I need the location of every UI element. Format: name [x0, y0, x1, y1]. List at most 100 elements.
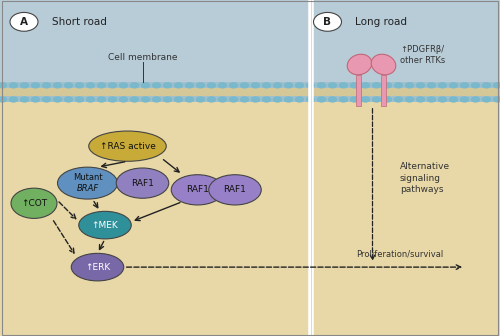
Circle shape	[262, 82, 271, 89]
Circle shape	[0, 96, 7, 103]
Circle shape	[272, 82, 282, 89]
Circle shape	[448, 82, 458, 89]
Text: BRAF: BRAF	[76, 184, 98, 193]
Circle shape	[119, 82, 128, 89]
Text: Alternative
signaling
pathways: Alternative signaling pathways	[400, 162, 450, 195]
Circle shape	[482, 96, 491, 103]
Circle shape	[31, 82, 40, 89]
Circle shape	[382, 82, 392, 89]
Circle shape	[108, 96, 117, 103]
Circle shape	[251, 82, 260, 89]
Text: ↑COT: ↑COT	[21, 199, 47, 208]
Ellipse shape	[11, 188, 57, 218]
Text: Long road: Long road	[355, 17, 407, 27]
Circle shape	[97, 82, 106, 89]
Circle shape	[460, 96, 469, 103]
Circle shape	[416, 96, 425, 103]
Ellipse shape	[371, 54, 396, 75]
Text: RAF1: RAF1	[131, 179, 154, 187]
Circle shape	[86, 82, 95, 89]
Circle shape	[52, 96, 62, 103]
Circle shape	[284, 82, 293, 89]
Circle shape	[328, 82, 337, 89]
Circle shape	[295, 96, 304, 103]
Bar	[0, 102, 500, 336]
Circle shape	[185, 82, 194, 89]
Text: ↑PDGFRβ/
other RTKs: ↑PDGFRβ/ other RTKs	[400, 45, 446, 66]
Circle shape	[108, 82, 117, 89]
Circle shape	[372, 96, 382, 103]
Circle shape	[438, 96, 448, 103]
Circle shape	[86, 96, 95, 103]
Circle shape	[262, 96, 271, 103]
Ellipse shape	[79, 211, 131, 239]
Circle shape	[251, 96, 260, 103]
Text: Cell membrane: Cell membrane	[108, 53, 177, 62]
Text: Short road: Short road	[52, 17, 106, 27]
Circle shape	[20, 96, 29, 103]
Circle shape	[10, 12, 38, 31]
Circle shape	[141, 82, 150, 89]
Circle shape	[350, 96, 359, 103]
Circle shape	[119, 96, 128, 103]
Circle shape	[75, 96, 84, 103]
Circle shape	[471, 96, 480, 103]
Circle shape	[152, 82, 161, 89]
Circle shape	[416, 82, 425, 89]
Text: ↑RAS active: ↑RAS active	[100, 142, 156, 151]
Ellipse shape	[72, 253, 124, 281]
Circle shape	[438, 82, 448, 89]
Circle shape	[218, 82, 227, 89]
Circle shape	[130, 82, 139, 89]
Bar	[381, 75, 386, 106]
Circle shape	[141, 96, 150, 103]
Circle shape	[196, 96, 205, 103]
Circle shape	[460, 82, 469, 89]
Circle shape	[42, 96, 51, 103]
Circle shape	[152, 96, 161, 103]
Ellipse shape	[171, 175, 224, 205]
Circle shape	[317, 82, 326, 89]
Circle shape	[272, 96, 282, 103]
Circle shape	[394, 82, 403, 89]
Circle shape	[471, 82, 480, 89]
Ellipse shape	[347, 54, 372, 75]
Circle shape	[162, 96, 172, 103]
Circle shape	[405, 96, 414, 103]
Circle shape	[405, 82, 414, 89]
Circle shape	[207, 96, 216, 103]
Circle shape	[97, 96, 106, 103]
Ellipse shape	[89, 131, 166, 161]
Circle shape	[394, 96, 403, 103]
Circle shape	[339, 82, 348, 89]
Circle shape	[207, 82, 216, 89]
Circle shape	[350, 82, 359, 89]
Text: B: B	[324, 17, 332, 27]
Circle shape	[284, 96, 293, 103]
Bar	[0, 88, 500, 96]
Text: ↑MEK: ↑MEK	[92, 221, 118, 229]
Circle shape	[361, 82, 370, 89]
Text: Proliferation/survival: Proliferation/survival	[356, 250, 444, 259]
Ellipse shape	[58, 167, 118, 199]
Text: RAF1: RAF1	[224, 185, 246, 194]
Circle shape	[75, 82, 84, 89]
Circle shape	[427, 82, 436, 89]
Circle shape	[427, 96, 436, 103]
Circle shape	[295, 82, 304, 89]
Circle shape	[185, 96, 194, 103]
Text: A: A	[20, 17, 28, 27]
Ellipse shape	[209, 175, 261, 205]
Circle shape	[240, 82, 249, 89]
Circle shape	[31, 96, 40, 103]
Circle shape	[372, 82, 382, 89]
Circle shape	[306, 82, 316, 89]
Bar	[0, 82, 500, 102]
Circle shape	[174, 82, 183, 89]
Circle shape	[9, 82, 18, 89]
Text: RAF1: RAF1	[186, 185, 209, 194]
Text: ↑ERK: ↑ERK	[85, 263, 110, 271]
Circle shape	[162, 82, 172, 89]
Circle shape	[493, 82, 500, 89]
Circle shape	[314, 12, 342, 31]
